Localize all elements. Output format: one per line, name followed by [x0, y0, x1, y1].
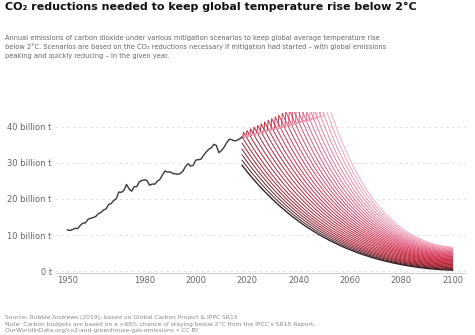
Text: Source: Robbie Andrews (2019); based on Global Carbon Project & IPPC SR15
Note: : Source: Robbie Andrews (2019); based on … [5, 315, 315, 333]
Text: Our World: Our World [415, 15, 456, 21]
Text: in Data: in Data [421, 28, 451, 34]
Text: Annual emissions of carbon dioxide under various mitigation scenarios to keep gl: Annual emissions of carbon dioxide under… [5, 35, 386, 59]
Text: CO₂ reductions needed to keep global temperature rise below 2°C: CO₂ reductions needed to keep global tem… [5, 2, 417, 12]
